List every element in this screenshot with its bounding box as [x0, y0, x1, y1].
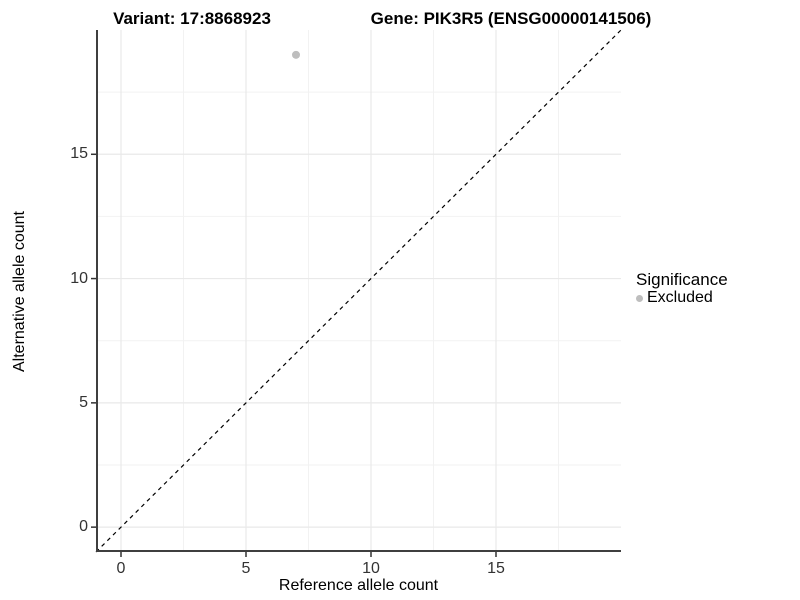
plot-title-variant: Variant: 17:8868923 [113, 9, 271, 28]
y-tick-label: 10 [70, 269, 88, 287]
identity-line [95, 29, 622, 553]
legend-title: Significance [636, 270, 728, 289]
x-tick-label: 10 [362, 560, 380, 577]
x-axis-title: Reference allele count [278, 577, 439, 594]
y-tick-label: 0 [79, 518, 88, 536]
x-tick-label: 5 [241, 560, 251, 577]
legend: Significance Excluded [636, 271, 728, 307]
y-tick-label: 5 [79, 393, 88, 411]
plot-canvas [91, 29, 622, 557]
plot-panel: 0 5 10 15 0 5 10 15 [70, 29, 622, 577]
plot-title-gene: Gene: PIK3R5 (ENSG00000141506) [370, 9, 652, 28]
x-tick-label: 15 [487, 560, 505, 577]
y-tick-label: 15 [70, 145, 88, 163]
legend-entry-label: Excluded [647, 289, 713, 306]
legend-entry-excluded: Excluded [636, 289, 728, 307]
data-point [292, 50, 300, 59]
y-axis-title-wrap: Alternative allele count [8, 30, 32, 552]
x-tick-label: 0 [116, 560, 126, 577]
y-axis-title: Alternative allele count [11, 210, 28, 372]
legend-point-icon [636, 294, 643, 302]
